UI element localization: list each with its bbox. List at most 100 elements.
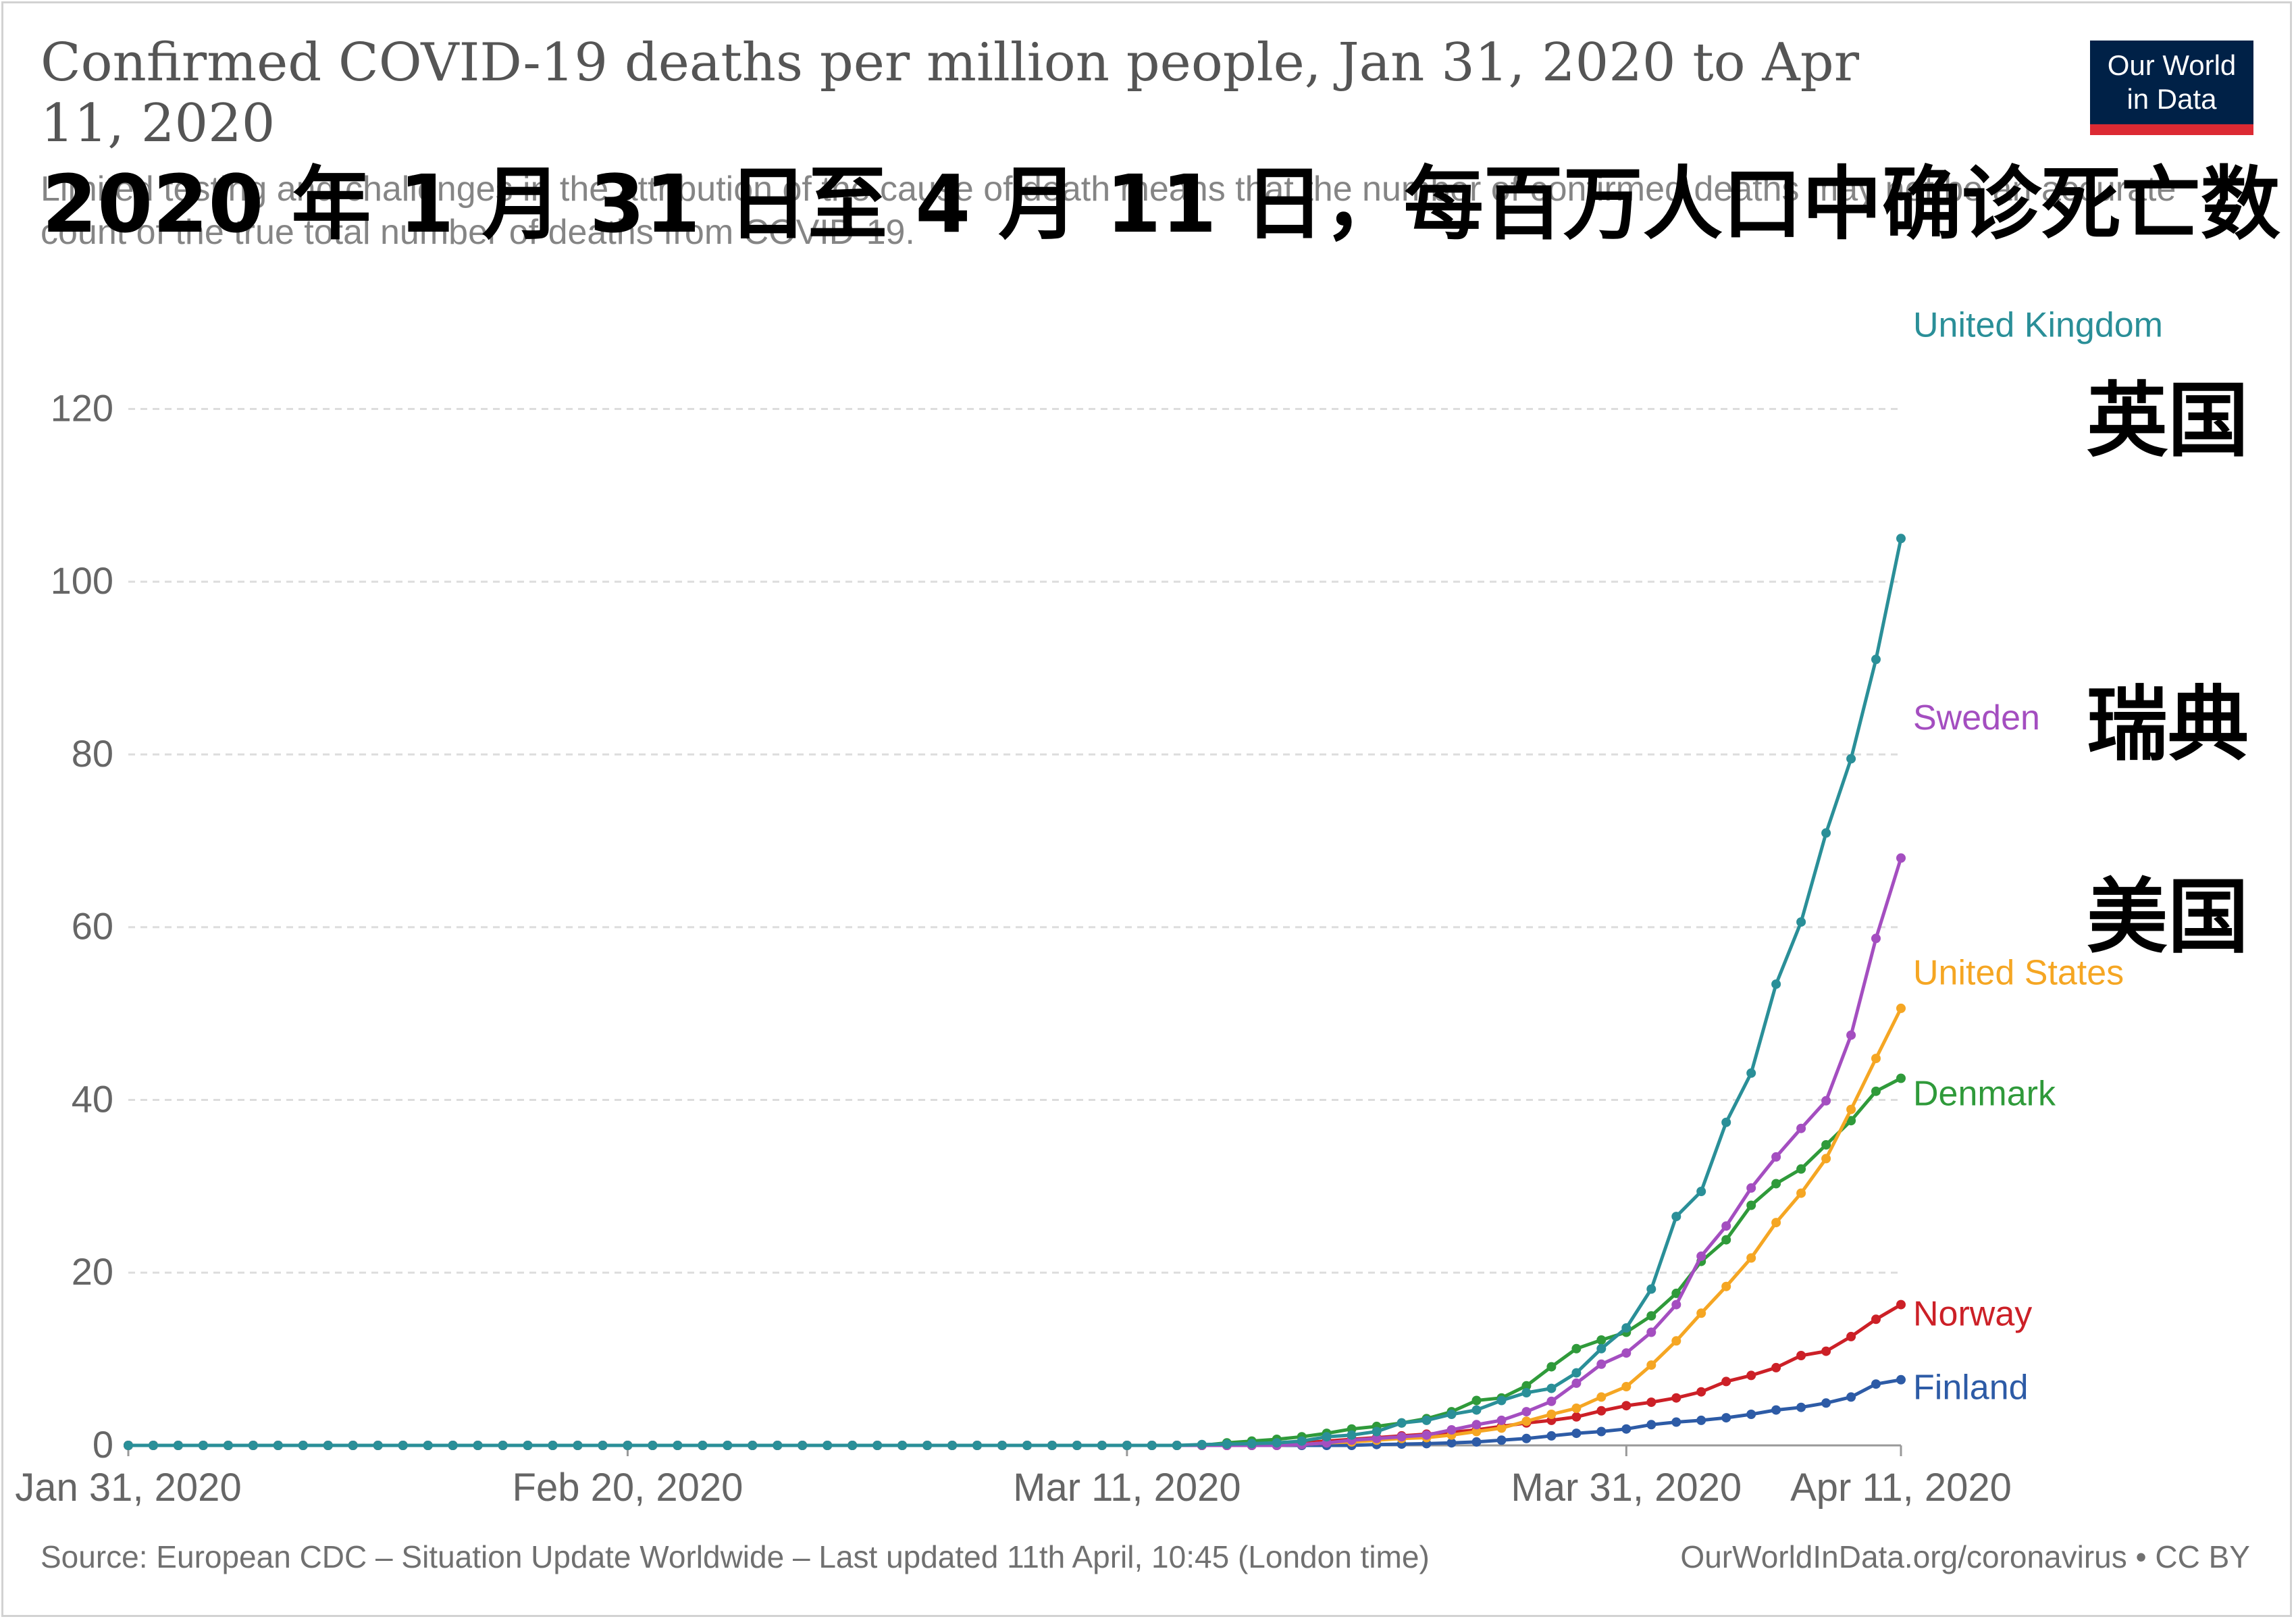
data-point-sweden <box>1771 1152 1781 1162</box>
data-point-united-kingdom <box>1821 828 1831 838</box>
y-tick-label: 0 <box>93 1423 113 1466</box>
data-point-united-kingdom <box>1646 1284 1656 1294</box>
data-point-united-states <box>1496 1423 1507 1433</box>
annotation-uk-cn: 英国 <box>2087 374 2249 468</box>
data-point-sweden <box>1421 1430 1432 1440</box>
data-point-finland <box>1671 1417 1681 1427</box>
data-point-united-kingdom <box>1621 1323 1632 1333</box>
data-point-united-kingdom <box>523 1441 533 1450</box>
chinese-overlay-title: 2020 年 1 月 31 日至 4 月 11 日，每百万人口中确诊死亡数 <box>42 157 2280 251</box>
data-point-norway <box>1671 1393 1681 1403</box>
data-point-finland <box>1846 1392 1856 1402</box>
data-point-denmark <box>1546 1362 1557 1372</box>
data-point-sweden <box>1621 1348 1632 1358</box>
data-point-united-kingdom <box>997 1441 1007 1450</box>
data-point-united-states <box>1846 1104 1856 1114</box>
chart-title: Confirmed COVID-19 deaths per million pe… <box>41 32 1859 154</box>
x-tick-label: Feb 20, 2020 <box>513 1466 743 1510</box>
data-point-norway <box>1871 1314 1881 1324</box>
data-point-united-kingdom <box>1022 1441 1032 1450</box>
data-point-finland <box>1721 1413 1731 1423</box>
data-point-sweden <box>1596 1359 1607 1369</box>
data-point-denmark <box>1871 1086 1881 1096</box>
data-point-united-kingdom <box>1322 1432 1332 1442</box>
data-point-united-kingdom <box>298 1441 308 1450</box>
data-point-united-kingdom <box>1846 754 1856 764</box>
data-point-sweden <box>1471 1420 1482 1430</box>
data-point-united-kingdom <box>223 1441 233 1450</box>
data-point-united-kingdom <box>1197 1439 1207 1449</box>
data-point-united-states <box>1571 1404 1582 1413</box>
data-point-united-states <box>1546 1410 1557 1419</box>
data-point-denmark <box>1846 1116 1856 1126</box>
logo-line-1: Our World <box>2107 49 2237 81</box>
data-point-sweden <box>1397 1432 1407 1442</box>
x-tick-label: Mar 11, 2020 <box>1013 1466 1241 1510</box>
data-point-united-kingdom <box>1147 1441 1157 1450</box>
data-point-united-kingdom <box>1347 1430 1357 1440</box>
data-point-united-kingdom <box>248 1441 258 1450</box>
data-point-united-kingdom <box>1721 1117 1731 1127</box>
data-point-sweden <box>1696 1251 1706 1261</box>
data-point-united-kingdom <box>1571 1368 1582 1378</box>
series-label-united-kingdom: United Kingdom <box>1913 305 2163 344</box>
data-point-denmark <box>1721 1235 1731 1245</box>
data-point-united-states <box>1796 1188 1806 1198</box>
data-point-united-kingdom <box>198 1441 208 1450</box>
data-point-united-states <box>1621 1382 1632 1391</box>
footer-url-link[interactable]: OurWorldInData.org/coronavirus • CC BY <box>1680 1539 2250 1574</box>
data-point-united-kingdom <box>823 1441 833 1450</box>
data-point-united-kingdom <box>1172 1441 1182 1450</box>
series-label-sweden: Sweden <box>1913 698 2040 738</box>
data-point-finland <box>1796 1402 1806 1412</box>
axes: 0 20 40 60 80 100 120 Jan 31, 2020 Feb 20, 2020 M… <box>15 386 2012 1510</box>
data-point-norway <box>1596 1406 1607 1416</box>
data-point-united-kingdom <box>323 1441 333 1450</box>
x-tick-label: Mar 31, 2020 <box>1511 1466 1742 1510</box>
data-point-denmark <box>1896 1073 1906 1083</box>
data-point-denmark <box>1746 1200 1756 1210</box>
data-point-finland <box>1521 1433 1532 1443</box>
data-point-united-states <box>1771 1218 1781 1228</box>
data-point-denmark <box>1471 1395 1482 1406</box>
data-point-united-kingdom <box>1372 1426 1382 1437</box>
data-point-united-states <box>1721 1281 1731 1291</box>
data-point-finland <box>1771 1405 1781 1415</box>
data-point-norway <box>1696 1387 1706 1397</box>
data-point-denmark <box>1796 1164 1806 1174</box>
data-point-sweden <box>1846 1030 1856 1040</box>
data-point-finland <box>1546 1431 1557 1441</box>
data-point-united-kingdom <box>1397 1418 1407 1428</box>
data-point-united-kingdom <box>623 1441 633 1450</box>
data-point-finland <box>1621 1424 1632 1434</box>
annotation-sweden-cn: 瑞典 <box>2087 678 2249 772</box>
series-label-norway: Norway <box>1913 1295 2032 1334</box>
data-point-united-kingdom <box>598 1441 608 1450</box>
data-point-denmark <box>1646 1311 1656 1321</box>
data-point-united-states <box>1671 1336 1681 1346</box>
data-point-united-kingdom <box>1521 1388 1532 1397</box>
footer-source: Source: European CDC – Situation Update … <box>41 1539 1430 1574</box>
data-point-united-kingdom <box>498 1441 508 1450</box>
data-point-sweden <box>1796 1123 1806 1133</box>
data-point-united-kingdom <box>348 1441 358 1450</box>
data-point-denmark <box>1671 1288 1681 1298</box>
series-line-sweden <box>128 857 1903 1447</box>
series-label-denmark: Denmark <box>1913 1075 2056 1114</box>
data-point-sweden <box>1546 1396 1557 1406</box>
data-point-finland <box>1471 1437 1482 1447</box>
data-point-sweden <box>1646 1327 1656 1337</box>
data-point-finland <box>1496 1435 1507 1445</box>
data-point-norway <box>1571 1412 1582 1422</box>
owid-logo[interactable]: Our World in Data <box>2090 41 2253 135</box>
data-point-norway <box>1771 1362 1781 1372</box>
data-point-united-kingdom <box>1122 1441 1132 1450</box>
data-point-norway <box>1646 1397 1656 1408</box>
data-point-united-states <box>1646 1360 1656 1370</box>
data-point-sweden <box>1821 1096 1831 1106</box>
data-point-finland <box>1446 1438 1457 1448</box>
data-point-united-kingdom <box>423 1441 433 1450</box>
data-point-finland <box>1871 1379 1881 1389</box>
data-point-finland <box>1696 1415 1706 1425</box>
